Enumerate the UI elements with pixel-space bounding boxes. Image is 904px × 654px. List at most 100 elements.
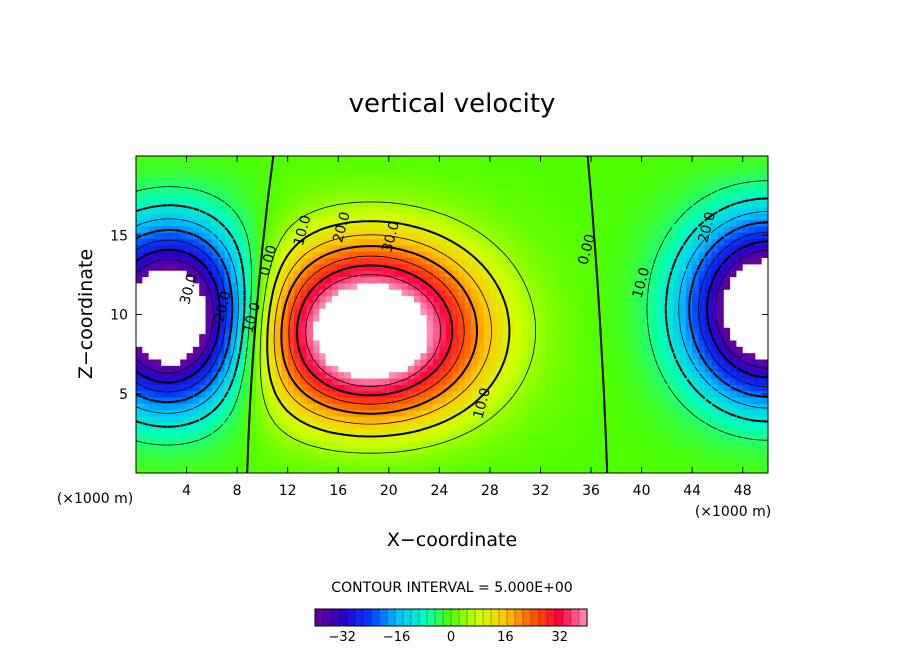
heatmap-cell bbox=[502, 200, 510, 208]
heatmap-cell bbox=[515, 219, 523, 227]
heatmap-cell bbox=[654, 156, 662, 163]
heatmap-cell bbox=[610, 384, 617, 392]
heatmap-cell bbox=[230, 434, 238, 442]
heatmap-cell bbox=[673, 301, 681, 309]
heatmap-cell bbox=[610, 206, 617, 214]
heatmap-cell bbox=[698, 168, 706, 176]
heatmap-cell bbox=[376, 384, 384, 392]
heatmap-cell bbox=[433, 187, 440, 195]
heatmap-cell bbox=[515, 415, 523, 423]
heatmap-cell bbox=[369, 162, 377, 170]
heatmap-cell bbox=[515, 263, 523, 271]
heatmap-cell bbox=[180, 213, 188, 220]
heatmap-cell bbox=[464, 162, 472, 170]
heatmap-cell bbox=[610, 168, 617, 176]
heatmap-cell bbox=[363, 244, 371, 252]
heatmap-cell bbox=[578, 175, 586, 182]
heatmap-cell bbox=[167, 301, 175, 309]
heatmap-cell bbox=[388, 232, 396, 240]
heatmap-cell bbox=[414, 384, 421, 392]
heatmap-cell bbox=[666, 219, 674, 227]
heatmap-cell bbox=[388, 301, 396, 309]
heatmap-cell bbox=[256, 244, 263, 252]
heatmap-cell bbox=[470, 428, 478, 436]
heatmap-cell bbox=[565, 403, 573, 411]
heatmap-cell bbox=[654, 225, 662, 233]
heatmap-cell bbox=[559, 384, 567, 392]
heatmap-cell bbox=[452, 409, 459, 417]
heatmap-cell bbox=[262, 434, 270, 442]
heatmap-cell bbox=[167, 156, 175, 163]
heatmap-cell bbox=[584, 213, 592, 220]
heatmap-cell bbox=[205, 289, 213, 297]
heatmap-cell bbox=[275, 194, 282, 201]
heatmap-cell bbox=[154, 396, 162, 404]
heatmap-cell bbox=[540, 206, 548, 214]
heatmap-cell bbox=[331, 263, 339, 271]
heatmap-cell bbox=[622, 333, 630, 341]
heatmap-cell bbox=[312, 428, 320, 436]
heatmap-cell bbox=[256, 460, 263, 468]
heatmap-cell bbox=[142, 314, 150, 322]
heatmap-cell bbox=[749, 320, 756, 328]
heatmap-cell bbox=[685, 390, 693, 398]
heatmap-cell bbox=[243, 396, 251, 404]
heatmap-cell bbox=[603, 409, 611, 417]
heatmap-cell bbox=[628, 453, 636, 461]
heatmap-cell bbox=[464, 282, 472, 290]
heatmap-cell bbox=[597, 200, 605, 208]
heatmap-cell bbox=[439, 333, 447, 341]
heatmap-cell bbox=[180, 384, 188, 392]
heatmap-cell bbox=[426, 295, 434, 303]
heatmap-cell bbox=[673, 238, 681, 246]
heatmap-cell bbox=[249, 327, 257, 335]
heatmap-cell bbox=[199, 466, 207, 473]
heatmap-cell bbox=[275, 295, 282, 303]
heatmap-cell bbox=[597, 238, 605, 246]
heatmap-cell bbox=[426, 327, 434, 335]
heatmap-cell bbox=[325, 396, 333, 404]
heatmap-cell bbox=[578, 365, 586, 373]
heatmap-cell bbox=[167, 434, 175, 442]
heatmap-cell bbox=[641, 162, 649, 170]
heatmap-cell bbox=[401, 314, 409, 322]
heatmap-cell bbox=[761, 333, 768, 341]
heatmap-cell bbox=[698, 447, 706, 455]
heatmap-cell bbox=[395, 352, 403, 360]
heatmap-cell bbox=[376, 251, 384, 259]
heatmap-cell bbox=[666, 447, 674, 455]
heatmap-cell bbox=[452, 289, 459, 297]
heatmap-cell bbox=[464, 289, 472, 297]
heatmap-cell bbox=[287, 447, 295, 455]
heatmap-cell bbox=[584, 320, 592, 328]
heatmap-cell bbox=[382, 320, 390, 328]
heatmap-cell bbox=[312, 365, 320, 373]
heatmap-cell bbox=[395, 276, 403, 284]
heatmap-cell bbox=[331, 352, 339, 360]
heatmap-cell bbox=[496, 162, 504, 170]
heatmap-cell bbox=[243, 339, 251, 347]
heatmap-cell bbox=[142, 232, 150, 240]
heatmap-cell bbox=[407, 441, 415, 449]
heatmap-cell bbox=[755, 225, 763, 233]
heatmap-cell bbox=[559, 371, 567, 379]
heatmap-cell bbox=[161, 428, 169, 436]
heatmap-cell bbox=[584, 396, 592, 404]
heatmap-cell bbox=[414, 181, 421, 189]
heatmap-cell bbox=[534, 289, 542, 297]
heatmap-cell bbox=[704, 422, 712, 430]
heatmap-cell bbox=[534, 466, 542, 473]
heatmap-cell bbox=[572, 251, 579, 259]
heatmap-cell bbox=[281, 333, 289, 341]
heatmap-cell bbox=[711, 365, 719, 373]
heatmap-cell bbox=[616, 384, 624, 392]
heatmap-cell bbox=[597, 428, 605, 436]
heatmap-cell bbox=[414, 377, 421, 385]
heatmap-cell bbox=[439, 365, 447, 373]
heatmap-cell bbox=[515, 257, 523, 265]
heatmap-cell bbox=[736, 263, 744, 271]
heatmap-cell bbox=[698, 263, 706, 271]
heatmap-cell bbox=[161, 232, 169, 240]
heatmap-cell bbox=[635, 434, 643, 442]
heatmap-cell bbox=[761, 447, 768, 455]
